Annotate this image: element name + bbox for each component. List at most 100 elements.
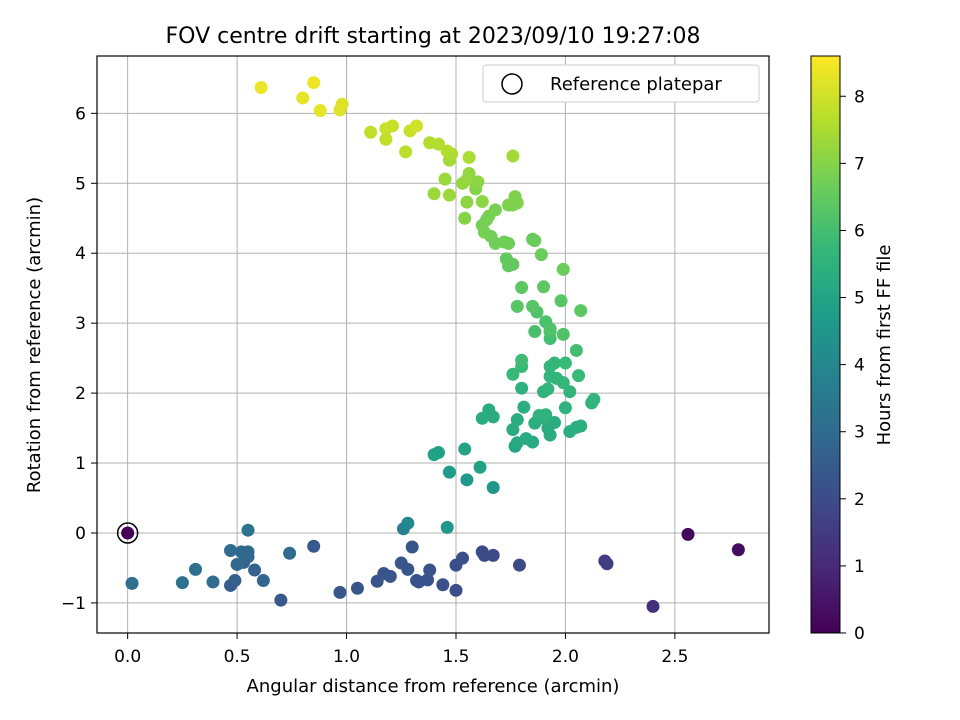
data-point xyxy=(313,104,327,118)
data-point xyxy=(460,473,474,487)
data-point xyxy=(681,527,695,541)
colorbar-ticks: 0 1 2 3 4 5 6 7 8 xyxy=(840,87,865,644)
x-tick-label: 2.0 xyxy=(552,647,579,667)
colorbar-tick-label: 0 xyxy=(854,624,865,644)
data-point xyxy=(423,563,437,577)
data-point xyxy=(499,252,513,266)
data-point xyxy=(558,401,572,415)
legend-box xyxy=(482,64,760,103)
data-point xyxy=(386,119,400,133)
data-point xyxy=(517,400,531,414)
data-points xyxy=(121,76,745,613)
data-point xyxy=(563,385,577,399)
data-point xyxy=(440,520,454,534)
data-point xyxy=(587,392,601,406)
data-point xyxy=(364,125,378,139)
legend: Reference platepar xyxy=(482,64,760,103)
x-tick-label: 1.5 xyxy=(442,647,469,667)
data-point xyxy=(274,593,288,607)
data-point xyxy=(506,367,520,381)
y-axis-ticks: −1 0 1 2 3 4 5 6 xyxy=(61,104,97,614)
data-point xyxy=(436,578,450,592)
data-point xyxy=(486,481,500,495)
data-point xyxy=(370,574,384,588)
x-axis-ticks: 0.0 0.5 1.0 1.5 2.0 2.5 xyxy=(114,633,688,667)
data-point xyxy=(488,203,502,217)
colorbar: 0 1 2 3 4 5 6 7 8 Hours from first FF file xyxy=(810,55,895,644)
data-point xyxy=(506,149,520,163)
data-point xyxy=(423,136,437,150)
data-point xyxy=(283,546,297,560)
data-point xyxy=(519,432,533,446)
plot-area xyxy=(97,56,769,633)
y-tick-label: 0 xyxy=(75,524,86,544)
colorbar-tick-label: 5 xyxy=(854,289,865,309)
data-point xyxy=(574,304,588,318)
data-point xyxy=(558,356,572,370)
y-tick-label: 1 xyxy=(75,454,86,474)
data-point xyxy=(350,581,364,595)
legend-label: Reference platepar xyxy=(550,74,722,95)
data-point xyxy=(541,382,555,396)
y-tick-label: 5 xyxy=(75,174,86,194)
data-point xyxy=(537,280,551,294)
y-tick-label: 2 xyxy=(75,384,86,404)
colorbar-tick-label: 8 xyxy=(854,87,865,107)
data-point xyxy=(543,369,557,383)
x-tick-label: 0.0 xyxy=(114,647,141,667)
data-point xyxy=(473,460,487,474)
data-point xyxy=(539,408,553,422)
data-point xyxy=(534,248,548,262)
data-point xyxy=(471,175,485,189)
data-point xyxy=(458,211,472,225)
colorbar-tick-label: 3 xyxy=(854,423,865,443)
y-axis-label: Rotation from reference (arcmin) xyxy=(24,197,45,493)
x-tick-label: 2.5 xyxy=(661,647,688,667)
data-point xyxy=(399,145,413,159)
chart-title: FOV centre drift starting at 2023/09/10 … xyxy=(166,24,701,49)
data-point xyxy=(125,576,139,590)
data-point xyxy=(405,540,419,554)
colorbar-tick-label: 4 xyxy=(854,356,865,376)
y-tick-label: −1 xyxy=(61,594,86,614)
data-point xyxy=(241,523,255,537)
data-point xyxy=(543,322,557,336)
data-point xyxy=(230,557,244,571)
data-point xyxy=(556,327,570,341)
data-point xyxy=(440,144,454,158)
data-point xyxy=(462,150,476,164)
data-point xyxy=(307,76,321,90)
colorbar-tick-label: 6 xyxy=(854,221,865,241)
data-point xyxy=(477,548,491,562)
x-tick-label: 0.5 xyxy=(224,647,251,667)
plot-frame xyxy=(96,55,770,634)
data-point xyxy=(512,558,526,572)
data-point xyxy=(646,599,660,613)
colorbar-label: Hours from first FF file xyxy=(874,245,895,446)
data-point xyxy=(475,194,489,208)
data-point xyxy=(206,575,220,589)
data-point xyxy=(431,446,445,460)
data-point xyxy=(515,381,529,395)
data-point xyxy=(506,422,520,436)
data-point xyxy=(442,188,456,202)
data-point xyxy=(556,262,570,276)
data-point xyxy=(600,557,614,571)
data-point xyxy=(307,539,321,553)
data-point xyxy=(256,574,270,588)
data-point xyxy=(528,234,542,248)
data-point xyxy=(508,190,522,204)
data-point xyxy=(427,187,441,201)
data-point xyxy=(189,562,203,576)
data-point xyxy=(175,576,189,590)
data-point xyxy=(248,563,262,577)
data-point xyxy=(569,420,583,434)
data-point xyxy=(460,195,474,209)
legend-marker-icon xyxy=(501,73,523,95)
data-point xyxy=(335,97,349,111)
data-point xyxy=(121,526,135,540)
data-point xyxy=(224,543,238,557)
data-point xyxy=(458,442,472,456)
data-point xyxy=(401,516,415,530)
data-point xyxy=(731,543,745,557)
